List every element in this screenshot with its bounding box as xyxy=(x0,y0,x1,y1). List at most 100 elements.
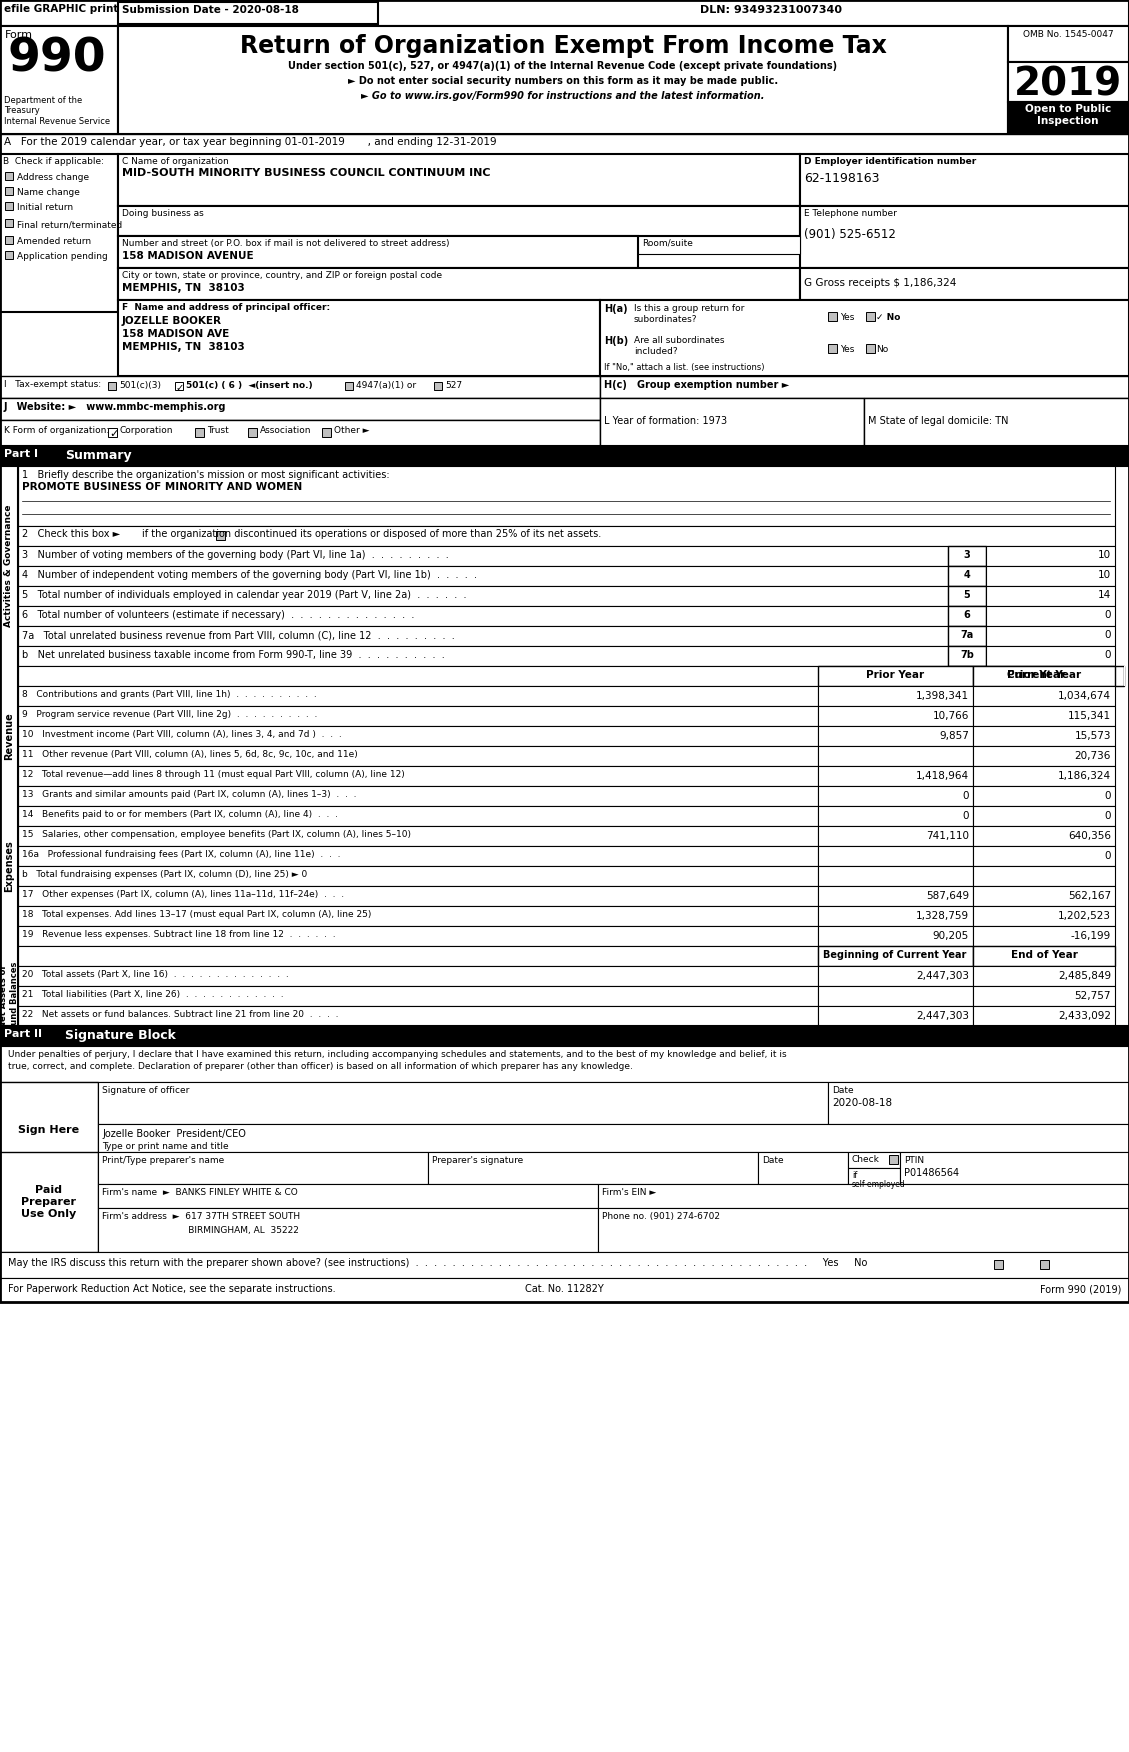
Text: 10: 10 xyxy=(1097,569,1111,580)
Text: true, correct, and complete. Declaration of preparer (other than officer) is bas: true, correct, and complete. Declaration… xyxy=(8,1062,633,1070)
Bar xyxy=(819,927,973,946)
Bar xyxy=(986,585,1115,606)
Text: 7a   Total unrelated business revenue from Part VIII, column (C), line 12  .  . : 7a Total unrelated business revenue from… xyxy=(21,631,455,639)
Bar xyxy=(599,398,864,447)
Text: ► Go to www.irs.gov/Form990 for instructions and the latest information.: ► Go to www.irs.gov/Form990 for instruct… xyxy=(361,91,764,102)
Text: 2   Check this box ►       if the organization discontinued its operations or di: 2 Check this box ► if the organization d… xyxy=(21,529,602,540)
Bar xyxy=(0,377,599,398)
Text: 17   Other expenses (Part IX, column (A), lines 11a–11d, 11f–24e)  .  .  .: 17 Other expenses (Part IX, column (A), … xyxy=(21,890,344,899)
Text: 14: 14 xyxy=(1097,590,1111,599)
Bar xyxy=(973,666,1115,687)
Bar xyxy=(1008,102,1129,133)
Text: 9,857: 9,857 xyxy=(939,731,969,741)
Text: 10,766: 10,766 xyxy=(933,711,969,722)
Bar xyxy=(98,1207,598,1253)
Text: subordinates?: subordinates? xyxy=(634,315,698,324)
Bar xyxy=(216,531,225,540)
Text: Room/suite: Room/suite xyxy=(642,238,693,247)
Text: 14   Benefits paid to or for members (Part IX, column (A), line 4)  .  .  .: 14 Benefits paid to or for members (Part… xyxy=(21,809,338,818)
Bar xyxy=(828,343,837,352)
Bar xyxy=(848,1169,900,1184)
Text: 0: 0 xyxy=(1104,631,1111,639)
Text: 158 MADISON AVENUE: 158 MADISON AVENUE xyxy=(122,251,254,261)
Bar xyxy=(0,398,599,420)
Text: b   Net unrelated business taxable income from Form 990-T, line 39  .  .  .  .  : b Net unrelated business taxable income … xyxy=(21,650,445,661)
Text: If "No," attach a list. (see instructions): If "No," attach a list. (see instruction… xyxy=(604,363,764,371)
Text: 7b: 7b xyxy=(960,650,974,661)
Bar xyxy=(889,1155,898,1163)
Text: PROMOTE BUSINESS OF MINORITY AND WOMEN: PROMOTE BUSINESS OF MINORITY AND WOMEN xyxy=(21,482,303,492)
Text: 90,205: 90,205 xyxy=(933,930,969,941)
Text: (901) 525-6512: (901) 525-6512 xyxy=(804,228,896,242)
Bar xyxy=(1008,61,1129,102)
Bar xyxy=(18,646,948,666)
Bar xyxy=(948,646,986,666)
Bar xyxy=(18,585,948,606)
Bar xyxy=(986,646,1115,666)
Text: 2,447,303: 2,447,303 xyxy=(916,1011,969,1021)
Text: 8   Contributions and grants (Part VIII, line 1h)  .  .  .  .  .  .  .  .  .  .: 8 Contributions and grants (Part VIII, l… xyxy=(21,690,317,699)
Text: Check: Check xyxy=(852,1155,879,1163)
Text: Paid
Preparer
Use Only: Paid Preparer Use Only xyxy=(21,1186,77,1219)
Bar xyxy=(5,187,14,194)
Bar xyxy=(119,268,800,300)
Text: 10   Investment income (Part VIII, column (A), lines 3, 4, and 7d )  .  .  .: 10 Investment income (Part VIII, column … xyxy=(21,731,342,739)
Bar xyxy=(819,787,973,806)
Bar xyxy=(900,1153,1129,1184)
Bar xyxy=(18,986,819,1006)
Bar xyxy=(18,725,819,746)
Text: 158 MADISON AVE: 158 MADISON AVE xyxy=(122,329,229,338)
Text: if: if xyxy=(852,1170,857,1181)
Bar xyxy=(819,965,973,986)
Text: 3   Number of voting members of the governing body (Part VI, line 1a)  .  .  .  : 3 Number of voting members of the govern… xyxy=(21,550,448,561)
Bar xyxy=(973,887,1115,906)
Text: 741,110: 741,110 xyxy=(926,830,969,841)
Text: MEMPHIS, TN  38103: MEMPHIS, TN 38103 xyxy=(122,342,245,352)
Bar xyxy=(819,725,973,746)
Bar xyxy=(819,1006,973,1027)
Text: PTIN: PTIN xyxy=(904,1156,925,1165)
Bar xyxy=(18,547,948,566)
Text: Cat. No. 11282Y: Cat. No. 11282Y xyxy=(525,1284,603,1295)
Text: May the IRS discuss this return with the preparer shown above? (see instructions: May the IRS discuss this return with the… xyxy=(8,1258,867,1268)
Bar xyxy=(819,846,973,865)
Bar xyxy=(98,1184,598,1207)
Bar xyxy=(18,846,819,865)
Text: 4947(a)(1) or: 4947(a)(1) or xyxy=(356,380,417,391)
Text: efile GRAPHIC print: efile GRAPHIC print xyxy=(5,4,119,14)
Text: B  Check if applicable:: B Check if applicable: xyxy=(3,158,104,166)
Bar xyxy=(0,447,1129,466)
Text: Corporation: Corporation xyxy=(120,426,174,434)
Text: Firm's EIN ►: Firm's EIN ► xyxy=(602,1188,656,1197)
Bar xyxy=(800,268,1129,300)
Text: Date: Date xyxy=(762,1156,784,1165)
Text: F  Name and address of principal officer:: F Name and address of principal officer: xyxy=(122,303,330,312)
Text: Is this a group return for: Is this a group return for xyxy=(634,305,744,314)
Bar xyxy=(800,207,1129,268)
Bar xyxy=(973,706,1115,725)
Bar xyxy=(973,846,1115,865)
Bar xyxy=(948,566,986,585)
Text: 0: 0 xyxy=(1104,811,1111,822)
Text: 9   Program service revenue (Part VIII, line 2g)  .  .  .  .  .  .  .  .  .  .: 9 Program service revenue (Part VIII, li… xyxy=(21,710,317,718)
Text: H(a): H(a) xyxy=(604,305,628,314)
Bar xyxy=(5,201,14,210)
Text: I   Tax-exempt status:: I Tax-exempt status: xyxy=(5,380,102,389)
Text: 115,341: 115,341 xyxy=(1068,711,1111,722)
Text: K Form of organization:: K Form of organization: xyxy=(5,426,110,434)
Bar xyxy=(195,427,204,436)
Text: Date: Date xyxy=(832,1086,854,1095)
Text: 12   Total revenue—add lines 8 through 11 (must equal Part VIII, column (A), lin: 12 Total revenue—add lines 8 through 11 … xyxy=(21,769,405,780)
Text: P01486564: P01486564 xyxy=(904,1169,960,1177)
Text: 16a   Professional fundraising fees (Part IX, column (A), line 11e)  .  .  .: 16a Professional fundraising fees (Part … xyxy=(21,850,341,858)
Text: ✓: ✓ xyxy=(176,384,184,392)
Text: Yes: Yes xyxy=(840,314,855,322)
Bar xyxy=(986,606,1115,625)
Bar xyxy=(18,806,819,825)
Bar xyxy=(18,746,819,766)
Text: 587,649: 587,649 xyxy=(926,892,969,901)
Text: 2019: 2019 xyxy=(1014,67,1122,103)
Text: E Telephone number: E Telephone number xyxy=(804,208,896,217)
Bar xyxy=(0,1083,98,1172)
Text: Amended return: Amended return xyxy=(17,237,91,245)
